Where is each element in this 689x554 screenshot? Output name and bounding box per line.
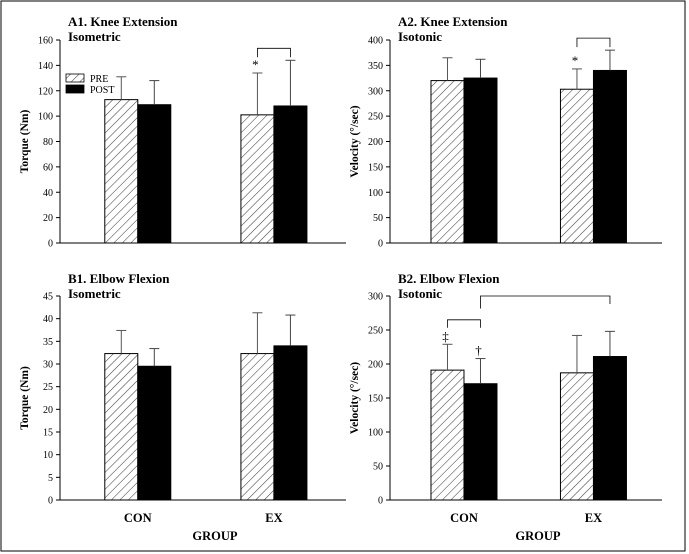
bar-pre (559, 372, 594, 501)
panel-subtitle: Isometric (68, 286, 121, 301)
x-category-label: CON (450, 511, 478, 525)
bar-post (137, 104, 172, 244)
significance-marker: † (475, 343, 482, 358)
y-tick-label: 400 (368, 36, 383, 47)
legend-label-post: POST (90, 85, 114, 96)
bar-post (463, 383, 498, 501)
panel-subtitle: Isotonic (398, 29, 442, 44)
y-tick-label: 30 (43, 360, 53, 371)
y-tick-label: 250 (368, 112, 383, 123)
y-tick-label: 150 (368, 162, 383, 173)
bar-post (592, 69, 627, 244)
y-tick-label: 20 (43, 213, 53, 224)
y-tick-label: 35 (43, 337, 53, 348)
panel-title: A2. Knee Extension (398, 14, 508, 29)
y-tick-label: 50 (373, 462, 383, 473)
y-tick-label: 300 (368, 292, 383, 303)
bar-pre (430, 80, 465, 244)
y-tick-label: 40 (43, 188, 53, 199)
y-axis-label: Velocity (°/sec) (349, 362, 361, 434)
bar-pre (104, 99, 139, 244)
y-tick-label: 60 (43, 162, 53, 173)
pre-post-bracket (447, 319, 481, 328)
significance-marker: * (572, 53, 579, 68)
panel-title: B1. Elbow Flexion (68, 271, 170, 286)
bar-post (463, 77, 498, 244)
panel-subtitle: Isometric (68, 29, 121, 44)
bar-pre (240, 114, 275, 244)
bar-post (273, 105, 308, 244)
y-tick-label: 0 (48, 496, 53, 507)
y-tick-label: 0 (48, 239, 53, 250)
y-tick-label: 350 (368, 61, 383, 72)
y-tick-label: 250 (368, 326, 383, 337)
bar-pre (559, 88, 594, 244)
y-tick-label: 200 (368, 360, 383, 371)
panel-title: A1. Knee Extension (68, 14, 178, 29)
legend-swatch-post (65, 84, 85, 94)
bar-post (592, 356, 627, 501)
y-tick-label: 0 (378, 496, 383, 507)
y-tick-label: 100 (38, 112, 53, 123)
y-tick-label: 100 (368, 428, 383, 439)
y-tick-label: 160 (38, 36, 53, 47)
y-tick-label: 10 (43, 450, 53, 461)
y-tick-label: 80 (43, 137, 53, 148)
y-tick-label: 45 (43, 292, 53, 303)
y-tick-label: 5 (48, 473, 53, 484)
y-tick-label: 200 (368, 137, 383, 148)
pre-post-bracket (257, 47, 291, 58)
bar-pre (104, 353, 139, 501)
legend-label-pre: PRE (90, 74, 108, 85)
significance-marker: * (252, 57, 259, 72)
legend-swatch-pre (65, 73, 85, 83)
panel-subtitle: Isotonic (398, 286, 442, 301)
bar-pre (430, 369, 465, 501)
y-axis-label: Velocity (°/sec) (349, 105, 361, 177)
y-tick-label: 0 (378, 239, 383, 250)
y-tick-label: 150 (368, 394, 383, 405)
y-tick-label: 50 (373, 213, 383, 224)
y-tick-label: 15 (43, 428, 53, 439)
significance-marker: ‡ (442, 328, 449, 343)
pre-post-bracket (576, 37, 611, 48)
y-tick-label: 20 (43, 405, 53, 416)
panel-title: B2. Elbow Flexion (398, 271, 500, 286)
group-comparison-bracket (480, 295, 611, 309)
y-tick-label: 300 (368, 86, 383, 97)
y-axis-label: Torque (Nm) (19, 366, 31, 430)
x-axis-label: GROUP (515, 529, 561, 543)
y-tick-label: 25 (43, 382, 53, 393)
bar-post (273, 345, 308, 501)
bar-pre (240, 353, 275, 501)
x-category-label: EX (265, 511, 282, 525)
y-tick-label: 40 (43, 314, 53, 325)
x-category-label: EX (585, 511, 602, 525)
y-axis-label: Torque (Nm) (19, 110, 31, 174)
bar-post (137, 365, 172, 501)
x-category-label: CON (124, 511, 152, 525)
x-axis-label: GROUP (192, 529, 238, 543)
y-tick-label: 140 (38, 61, 53, 72)
y-tick-label: 100 (368, 188, 383, 199)
y-tick-label: 120 (38, 86, 53, 97)
